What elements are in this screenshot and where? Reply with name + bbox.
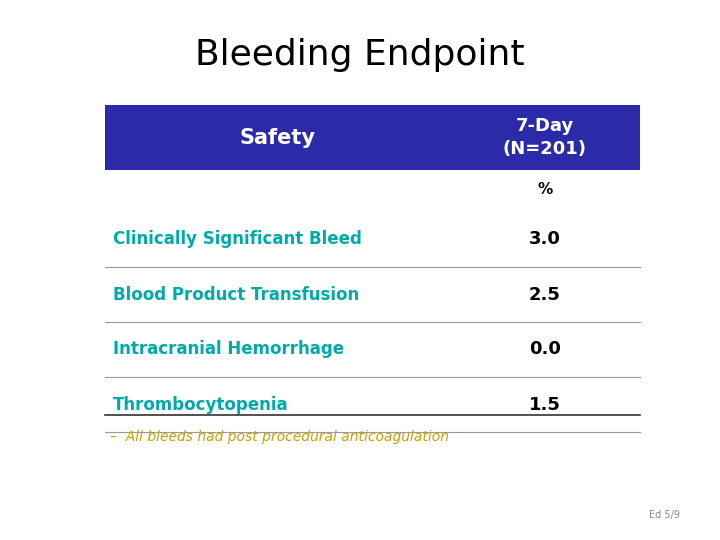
Text: Blood Product Transfusion: Blood Product Transfusion [113,286,359,303]
Text: Intracranial Hemorrhage: Intracranial Hemorrhage [113,341,344,359]
Text: Clinically Significant Bleed: Clinically Significant Bleed [113,231,362,248]
Text: Safety: Safety [240,127,315,147]
Bar [105,105,640,170]
Text: Thrombocytopenia: Thrombocytopenia [113,395,289,414]
Text: Ed 5/9: Ed 5/9 [649,510,680,520]
Text: 2.5: 2.5 [529,286,561,303]
Text: 0.0: 0.0 [529,341,561,359]
Text: 7-Day
(N=201): 7-Day (N=201) [503,117,587,158]
Text: Bleeding Endpoint: Bleeding Endpoint [195,38,525,72]
Text: %: % [537,183,553,198]
Text: –  All bleeds had post procedural anticoagulation: – All bleeds had post procedural anticoa… [110,430,449,444]
Text: 1.5: 1.5 [529,395,561,414]
Text: 3.0: 3.0 [529,231,561,248]
